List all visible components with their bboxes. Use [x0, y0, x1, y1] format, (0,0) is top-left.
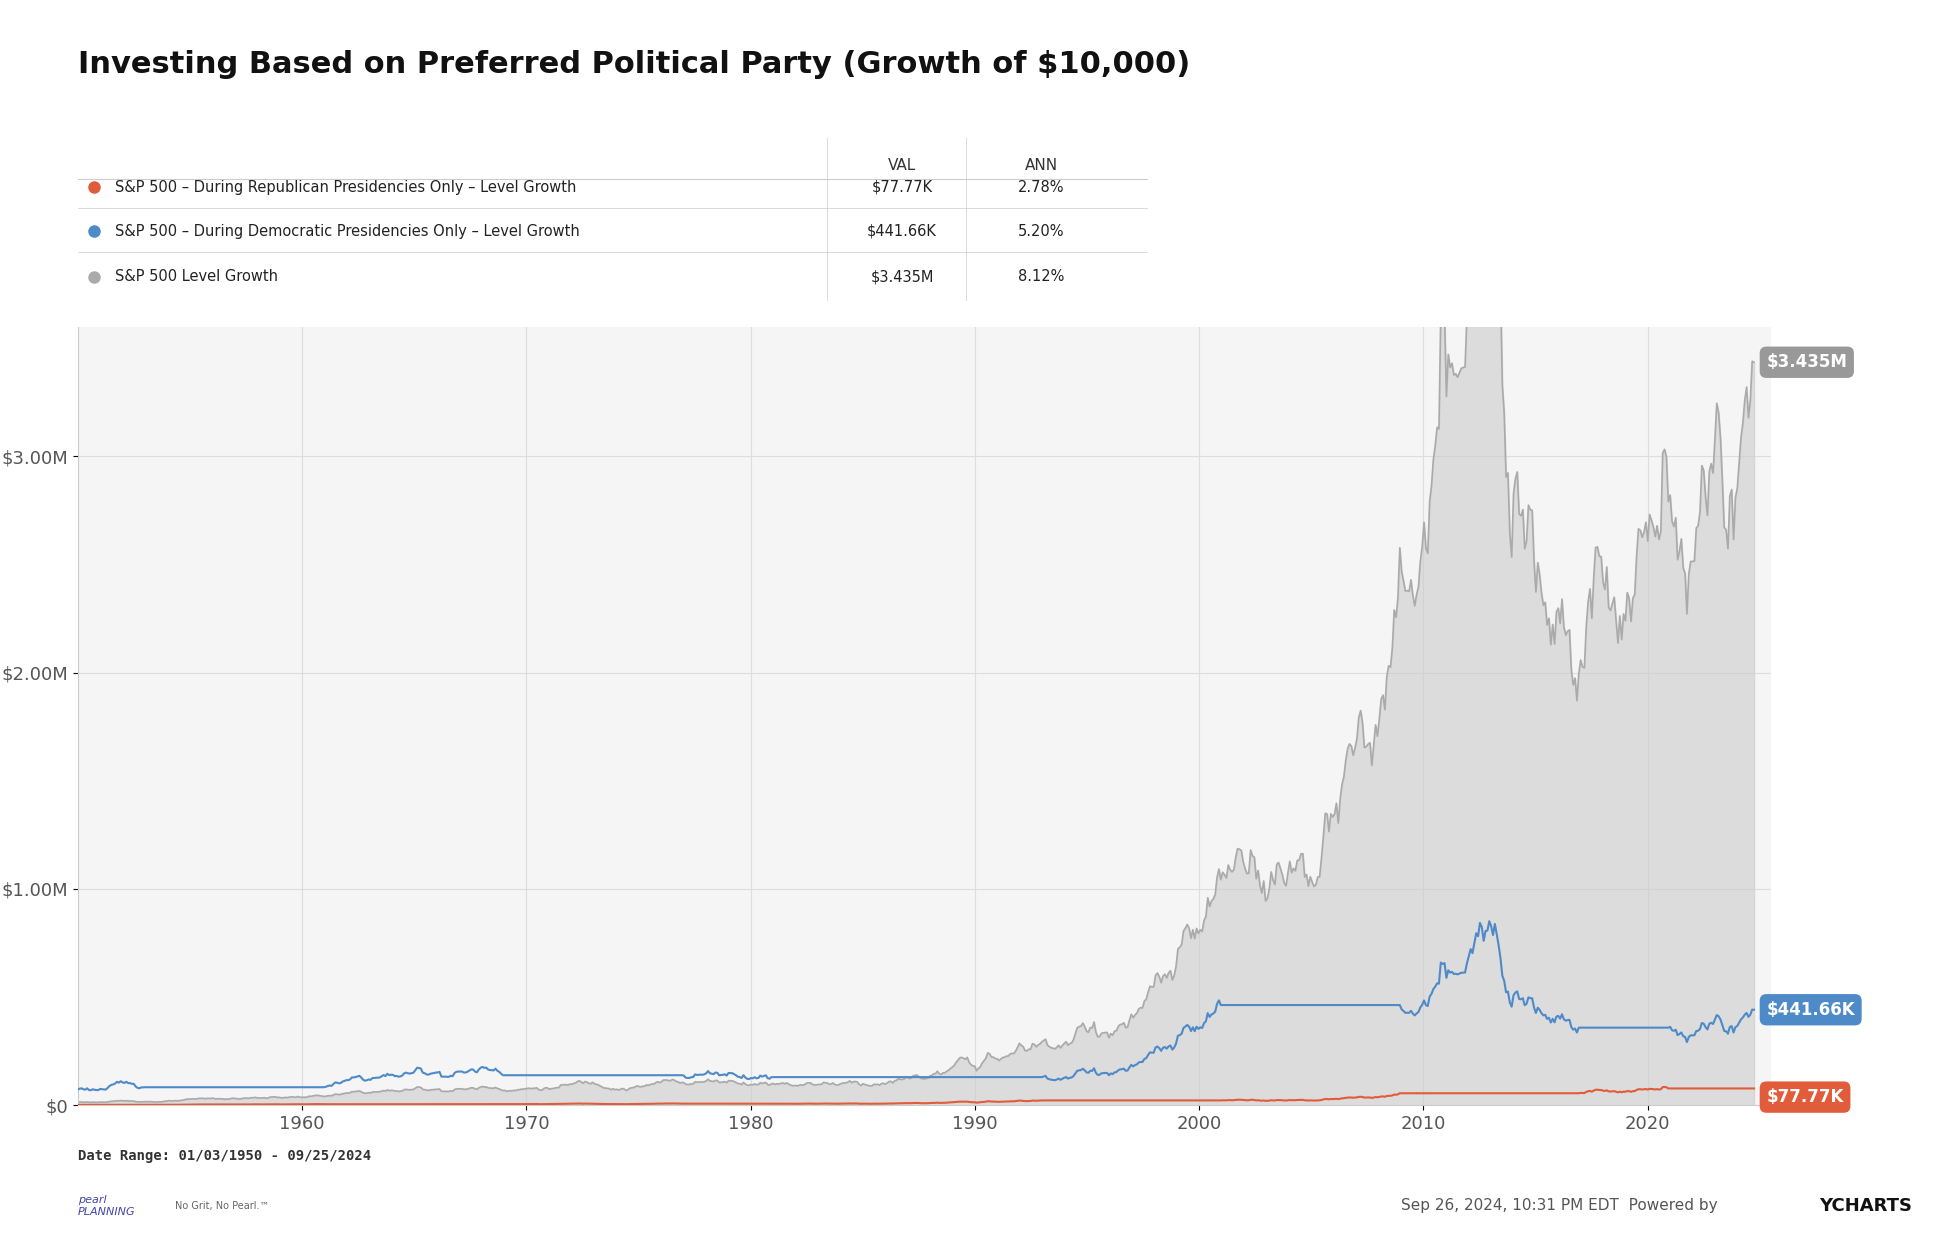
Text: Sep 26, 2024, 10:31 PM EDT  Powered by: Sep 26, 2024, 10:31 PM EDT Powered by — [1401, 1198, 1722, 1213]
Text: $77.77K: $77.77K — [872, 180, 932, 195]
Text: ANN: ANN — [1024, 158, 1059, 173]
Text: S&P 500 – During Democratic Presidencies Only – Level Growth: S&P 500 – During Democratic Presidencies… — [115, 224, 580, 239]
Text: pearl
PLANNING: pearl PLANNING — [78, 1194, 136, 1217]
Text: $441.66K: $441.66K — [868, 224, 936, 239]
Text: Investing Based on Preferred Political Party (Growth of $10,000): Investing Based on Preferred Political P… — [78, 50, 1191, 79]
Text: VAL: VAL — [887, 158, 917, 173]
Text: $77.77K: $77.77K — [1767, 1088, 1843, 1107]
Text: No Grit, No Pearl.™: No Grit, No Pearl.™ — [175, 1201, 269, 1211]
Text: YCHARTS: YCHARTS — [1820, 1197, 1913, 1215]
Text: 5.20%: 5.20% — [1018, 224, 1064, 239]
Text: $441.66K: $441.66K — [1767, 1001, 1855, 1019]
Text: 8.12%: 8.12% — [1018, 270, 1064, 284]
Text: $3.435M: $3.435M — [1767, 353, 1847, 372]
Text: Date Range: 01/03/1950 - 09/25/2024: Date Range: 01/03/1950 - 09/25/2024 — [78, 1149, 372, 1163]
Text: 2.78%: 2.78% — [1018, 180, 1064, 195]
Text: S&P 500 – During Republican Presidencies Only – Level Growth: S&P 500 – During Republican Presidencies… — [115, 180, 576, 195]
Text: S&P 500 Level Growth: S&P 500 Level Growth — [115, 270, 278, 284]
Text: $3.435M: $3.435M — [870, 270, 934, 284]
